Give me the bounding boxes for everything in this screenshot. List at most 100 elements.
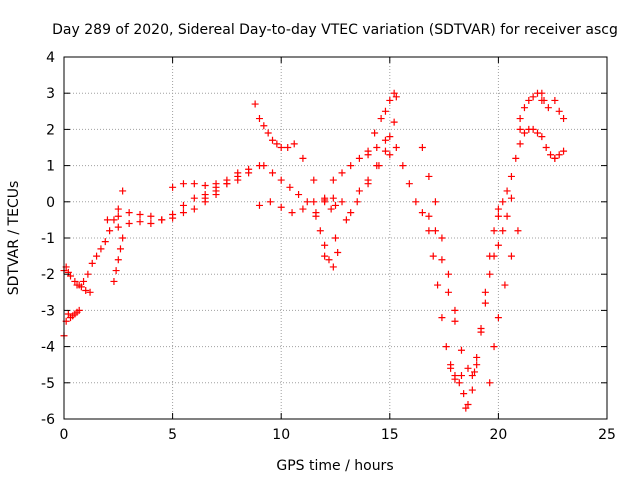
- data-point: [392, 93, 400, 101]
- data-point: [158, 216, 166, 224]
- data-point: [455, 379, 463, 387]
- data-point: [321, 198, 329, 206]
- series-sat-f: [114, 176, 242, 231]
- data-point: [494, 212, 502, 220]
- data-point: [364, 147, 372, 155]
- data-point: [371, 129, 379, 137]
- data-point: [114, 205, 122, 213]
- data-point: [373, 144, 381, 151]
- data-point: [486, 379, 494, 387]
- data-point: [103, 216, 111, 224]
- y-tick-label: 2: [46, 122, 55, 138]
- data-point: [462, 404, 470, 412]
- data-point: [353, 198, 361, 206]
- y-tick-label: 3: [46, 86, 55, 102]
- series-sat-w: [494, 140, 524, 220]
- data-point: [507, 252, 515, 260]
- data-point: [190, 180, 198, 188]
- data-point: [418, 144, 426, 151]
- data-point: [71, 277, 79, 285]
- data-point: [295, 191, 303, 199]
- y-tick-labels: -6 -5 -4 -3 -2 -1 0 1 2 3 4: [41, 50, 55, 428]
- data-point: [212, 191, 220, 199]
- data-point: [457, 346, 465, 354]
- data-point: [490, 227, 498, 235]
- data-point: [451, 317, 459, 325]
- y-tick-label: -4: [41, 340, 55, 356]
- data-point: [494, 241, 502, 249]
- x-tick-label: 20: [489, 427, 507, 443]
- series-sat-k: [260, 162, 320, 217]
- series-sat-i: [251, 100, 335, 213]
- data-point: [190, 194, 198, 202]
- data-point: [284, 144, 292, 151]
- data-point: [64, 310, 72, 318]
- data-point: [245, 169, 253, 177]
- data-point: [477, 328, 485, 336]
- data-point: [299, 154, 307, 162]
- data-point: [125, 220, 133, 228]
- data-point: [501, 281, 509, 289]
- data-point: [277, 203, 285, 211]
- data-point: [364, 176, 372, 184]
- series-sat-r: [418, 144, 470, 412]
- series-sat-q: [386, 133, 479, 376]
- x-tick-label: 0: [60, 427, 69, 443]
- data-point: [277, 176, 285, 184]
- data-point: [260, 122, 268, 130]
- x-tick-label: 10: [272, 427, 290, 443]
- data-point: [533, 129, 541, 137]
- series-sat-o: [321, 147, 389, 217]
- data-point: [390, 89, 398, 97]
- data-point: [316, 227, 324, 235]
- data-point: [425, 212, 433, 220]
- x-tick-labels: 0 5 10 15 20 25: [60, 427, 616, 443]
- data-point: [97, 245, 105, 253]
- data-point: [451, 372, 459, 380]
- data-point: [269, 136, 277, 144]
- data-point: [499, 227, 507, 235]
- y-tick-label: -1: [41, 231, 55, 247]
- data-point: [201, 182, 209, 190]
- data-point: [80, 277, 88, 285]
- data-point: [551, 154, 559, 162]
- data-point: [312, 212, 320, 220]
- data-points: [60, 89, 568, 412]
- data-point: [516, 125, 524, 133]
- data-point: [93, 252, 101, 260]
- data-point: [82, 286, 90, 294]
- data-point: [418, 209, 426, 217]
- data-point: [438, 234, 446, 242]
- data-point: [451, 306, 459, 314]
- data-point: [529, 125, 537, 133]
- data-point: [84, 270, 92, 278]
- data-point: [547, 151, 555, 159]
- data-point: [381, 147, 389, 155]
- data-point: [460, 390, 468, 398]
- y-tick-label: 0: [46, 195, 55, 211]
- data-point: [310, 198, 318, 206]
- y-tick-label: 1: [46, 159, 55, 175]
- data-point: [464, 364, 472, 372]
- data-point: [273, 140, 281, 148]
- y-tick-label: -3: [41, 303, 55, 319]
- data-point: [560, 147, 568, 155]
- data-point: [125, 209, 133, 217]
- data-point: [88, 259, 96, 267]
- series-sat-ab: [538, 96, 568, 123]
- data-point: [255, 201, 263, 209]
- data-point: [114, 256, 122, 264]
- data-point: [325, 256, 333, 264]
- data-point: [114, 223, 122, 231]
- series-sat-j: [255, 196, 339, 217]
- data-point: [438, 314, 446, 322]
- data-point: [442, 343, 450, 351]
- data-point: [525, 96, 533, 104]
- data-point: [377, 115, 385, 123]
- data-point: [266, 198, 274, 206]
- series-sat-x: [516, 89, 548, 123]
- data-point: [260, 162, 268, 170]
- data-point: [147, 212, 155, 220]
- data-point: [169, 214, 177, 222]
